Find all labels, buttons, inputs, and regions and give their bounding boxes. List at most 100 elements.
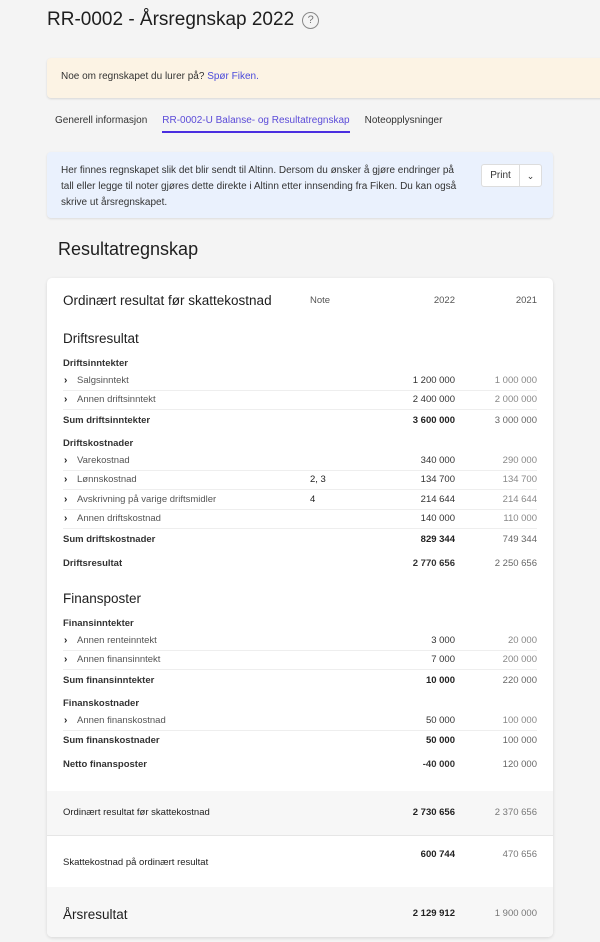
col-note-header: Note <box>310 294 331 306</box>
sum-row: Sum driftskostnader 829 344 749 344 <box>63 529 537 549</box>
table-title: Ordinært resultat før skattekostnad <box>63 292 272 308</box>
section-title: Resultatregnskap <box>58 239 199 259</box>
row-label: Netto finansposter <box>63 759 147 770</box>
question-circle-icon[interactable]: ? <box>302 11 320 29</box>
sum-row: Sum finansinntekter 10 000 220 000 <box>63 670 537 690</box>
value-2022: 3 000 <box>431 634 455 646</box>
row-label: Avskrivning på varige driftsmidler <box>77 493 217 505</box>
row-label: Annen driftsinntekt <box>77 394 156 406</box>
ordinary-result-row: Ordinært resultat før skattekostnad 2 730… <box>47 790 553 836</box>
value-2022: 829 344 <box>420 533 455 545</box>
value-2021: 100 000 <box>502 735 537 746</box>
chevron-right-icon[interactable]: › <box>64 374 68 386</box>
page-title: RR-0002 - Årsregnskap 2022 ? <box>47 9 320 31</box>
print-dropdown-button[interactable]: ⌄ <box>520 165 541 186</box>
info-text: Her finnes regnskapet slik det blir send… <box>61 165 457 208</box>
page-title-text: RR-0002 - Årsregnskap 2022 <box>47 9 295 30</box>
print-button[interactable]: Print <box>482 165 520 186</box>
value-2021: 100 000 <box>502 714 537 726</box>
value-2022: 10 000 <box>425 674 455 686</box>
row-label: Sum finansinntekter <box>63 674 155 686</box>
value-2021: 20 000 <box>507 634 537 646</box>
value-2022: 3 600 000 <box>412 414 455 426</box>
row-label: Sum driftsinntekter <box>63 414 151 426</box>
row-note: 4 <box>310 493 316 505</box>
group-heading: Driftsinntekter <box>63 357 128 369</box>
col-2021-header: 2021 <box>515 294 537 306</box>
expandable-row[interactable]: › Annen driftskostnad 140 000 110 000 <box>63 510 537 529</box>
help-banner: Noe om regnskapet du lurer på? Spør Fike… <box>47 58 600 98</box>
value-2021: 134 700 <box>502 474 537 486</box>
value-2021: 2 000 000 <box>494 394 537 406</box>
chevron-down-icon: ⌄ <box>526 170 535 181</box>
row-label: Driftsresultat <box>63 557 123 569</box>
chevron-right-icon[interactable]: › <box>64 493 68 505</box>
value-2021: 290 000 <box>502 454 537 466</box>
expandable-row[interactable]: › Annen finansinntekt 7 000 200 000 <box>63 651 537 670</box>
tab-notes[interactable]: Noteopplysninger <box>364 115 443 126</box>
banner-text: Noe om regnskapet du lurer på? <box>61 71 208 82</box>
row-label: Ordinært resultat før skattekostnad <box>63 807 210 818</box>
row-label: Lønnskostnad <box>77 474 137 486</box>
value-2021: 3 000 000 <box>494 414 537 426</box>
chevron-right-icon[interactable]: › <box>64 654 68 666</box>
chevron-right-icon[interactable]: › <box>64 634 68 646</box>
group-heading: Driftskostnader <box>63 437 134 449</box>
row-label: Annen finanskostnad <box>77 714 166 726</box>
value-2022: -40 000 <box>422 759 455 770</box>
value-2021: 220 000 <box>502 674 537 686</box>
expandable-row[interactable]: › Varekostnad 340 000 290 000 <box>63 451 537 471</box>
col-2022-header: 2022 <box>433 294 455 306</box>
row-label: Annen finansinntekt <box>77 654 161 666</box>
value-2021: 120 000 <box>502 759 537 770</box>
value-2021: 470 656 <box>502 848 537 860</box>
value-2022: 140 000 <box>420 513 455 525</box>
row-label: Annen renteinntekt <box>77 634 157 646</box>
section-heading: Finansposter <box>63 590 142 606</box>
value-2022: 2 730 656 <box>412 807 455 818</box>
value-2021: 1 000 000 <box>494 374 537 386</box>
value-2021: 1 900 000 <box>494 908 537 919</box>
income-statement-card: Ordinært resultat før skattekostnad Note… <box>47 278 553 937</box>
sum-row: Sum driftsinntekter 3 600 000 3 000 000 <box>63 410 537 430</box>
value-2022: 134 700 <box>420 474 455 486</box>
value-2022: 600 744 <box>420 848 455 860</box>
row-label: Skattekostnad på ordinært resultat <box>63 856 209 868</box>
value-2021: 2 250 656 <box>494 557 537 569</box>
tab-bar: Generell informasjon RR-0002-U Balanse- … <box>55 115 442 133</box>
group-heading: Finanskostnader <box>63 697 140 709</box>
chevron-right-icon[interactable]: › <box>64 714 68 726</box>
expandable-row[interactable]: › Lønnskostnad 2, 3 134 700 134 700 <box>63 471 537 490</box>
expandable-row[interactable]: › Avskrivning på varige driftsmidler 4 214 … <box>63 490 537 510</box>
chevron-right-icon[interactable]: › <box>64 474 68 486</box>
chevron-right-icon[interactable]: › <box>64 394 68 406</box>
value-2021: 200 000 <box>502 654 537 666</box>
chevron-right-icon[interactable]: › <box>64 513 68 525</box>
value-2022: 50 000 <box>425 714 455 726</box>
value-2021: 214 644 <box>502 493 537 505</box>
row-note: 2, 3 <box>310 474 326 486</box>
total-row: Netto finansposter -40 000 120 000 <box>63 755 537 775</box>
value-2022: 2 770 656 <box>412 557 455 569</box>
tab-balance-result[interactable]: RR-0002-U Balanse- og Resultatregnskap <box>162 115 350 133</box>
table-header: Ordinært resultat før skattekostnad Note… <box>63 289 537 311</box>
row-label: Varekostnad <box>77 454 130 466</box>
value-2022: 7 000 <box>431 654 455 666</box>
value-2021: 110 000 <box>503 513 537 525</box>
total-row: Driftsresultat 2 770 656 2 250 656 <box>63 553 537 573</box>
expandable-row[interactable]: › Annen finanskostnad 50 000 100 000 <box>63 711 537 731</box>
row-label: Salgsinntekt <box>77 374 129 386</box>
section-heading: Driftsresultat <box>63 330 139 346</box>
expandable-row[interactable]: › Annen driftsinntekt 2 400 000 2 000 000 <box>63 391 537 410</box>
tab-general-info[interactable]: Generell informasjon <box>55 115 148 126</box>
chevron-right-icon[interactable]: › <box>64 454 68 466</box>
expandable-row[interactable]: › Annen renteinntekt 3 000 20 000 <box>63 631 537 651</box>
row-label: Annen driftskostnad <box>77 513 161 525</box>
expandable-row[interactable]: › Salgsinntekt 1 200 000 1 000 000 <box>63 371 537 391</box>
value-2022: 214 644 <box>420 493 455 505</box>
group-heading: Finansinntekter <box>63 617 134 629</box>
value-2022: 2 400 000 <box>412 394 455 406</box>
ask-fiken-link[interactable]: Spør Fiken. <box>207 71 259 82</box>
sum-row: Sum finanskostnader 50 000 100 000 <box>63 731 537 751</box>
row-label: Årsresultat <box>63 907 128 922</box>
